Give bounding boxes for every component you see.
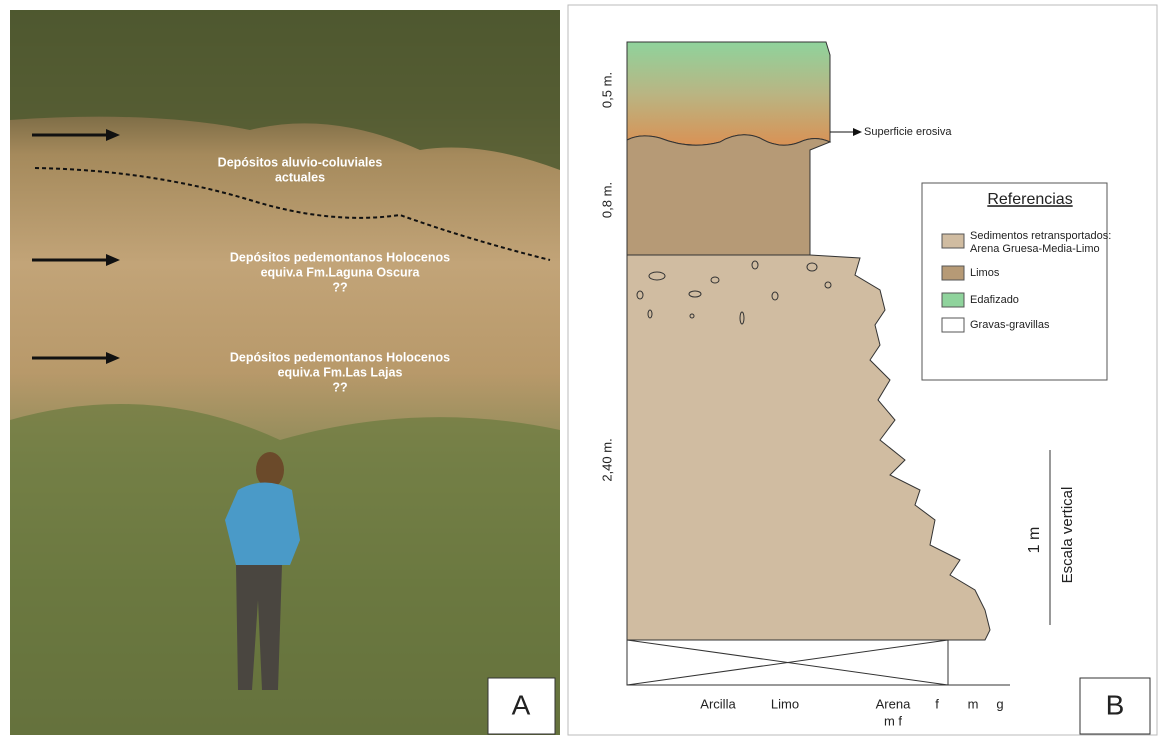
- edafizado-layer: [627, 42, 830, 145]
- legend-label: Arena Gruesa-Media-Limo: [970, 243, 1100, 255]
- annotation: equiv.a Fm.Las Lajas: [278, 365, 403, 379]
- panel-b: Superficie erosiva 0,5 m. 0,8 m. 2,40 m. A…: [568, 5, 1157, 735]
- scale-label: 1 m: [1026, 527, 1043, 554]
- legend-title: Referencias: [987, 191, 1072, 208]
- grass: [10, 404, 560, 735]
- legend-label: Gravas-gravillas: [970, 319, 1050, 331]
- grain-size-label: Arena: [876, 696, 911, 711]
- thickness-label: 2,40 m.: [599, 438, 614, 481]
- grain-size-label: m f: [884, 713, 902, 728]
- annotation: ??: [332, 380, 347, 394]
- annotation: actuales: [275, 170, 325, 184]
- legend-swatch: [942, 234, 964, 248]
- figure: Depósitos aluvio-coluvialesactuales Depós…: [0, 0, 1162, 740]
- panel-label: B: [1106, 689, 1125, 720]
- legend-swatch: [942, 318, 964, 332]
- annotation: Depósitos pedemontanos Holocenos: [230, 350, 450, 364]
- grain-size-label: f: [935, 696, 939, 711]
- annotation: ??: [332, 280, 347, 294]
- grain-size-label: Limo: [771, 696, 799, 711]
- grain-size-label: m: [968, 696, 979, 711]
- annotation: equiv.a Fm.Laguna Oscura: [261, 265, 421, 279]
- legend-swatch: [942, 293, 964, 307]
- annotation: Depósitos pedemontanos Holocenos: [230, 250, 450, 264]
- grain-size-label: Arcilla: [700, 696, 736, 711]
- thickness-label: 0,8 m.: [599, 182, 614, 218]
- limos-layer: [627, 135, 830, 255]
- annotation: Depósitos aluvio-coluviales: [218, 155, 383, 169]
- legend-swatch: [942, 266, 964, 280]
- annotation: Superficie erosiva: [864, 126, 952, 138]
- thickness-label: 0,5 m.: [599, 72, 614, 108]
- scale-title: Escala vertical: [1059, 487, 1076, 584]
- grain-size-label: g: [996, 696, 1003, 711]
- legend-box: [922, 183, 1107, 380]
- panel-label: A: [512, 689, 531, 720]
- legend-label: Edafizado: [970, 294, 1019, 306]
- legend-label: Limos: [970, 267, 1000, 279]
- legend-label: Sedimentos retransportados:: [970, 230, 1111, 242]
